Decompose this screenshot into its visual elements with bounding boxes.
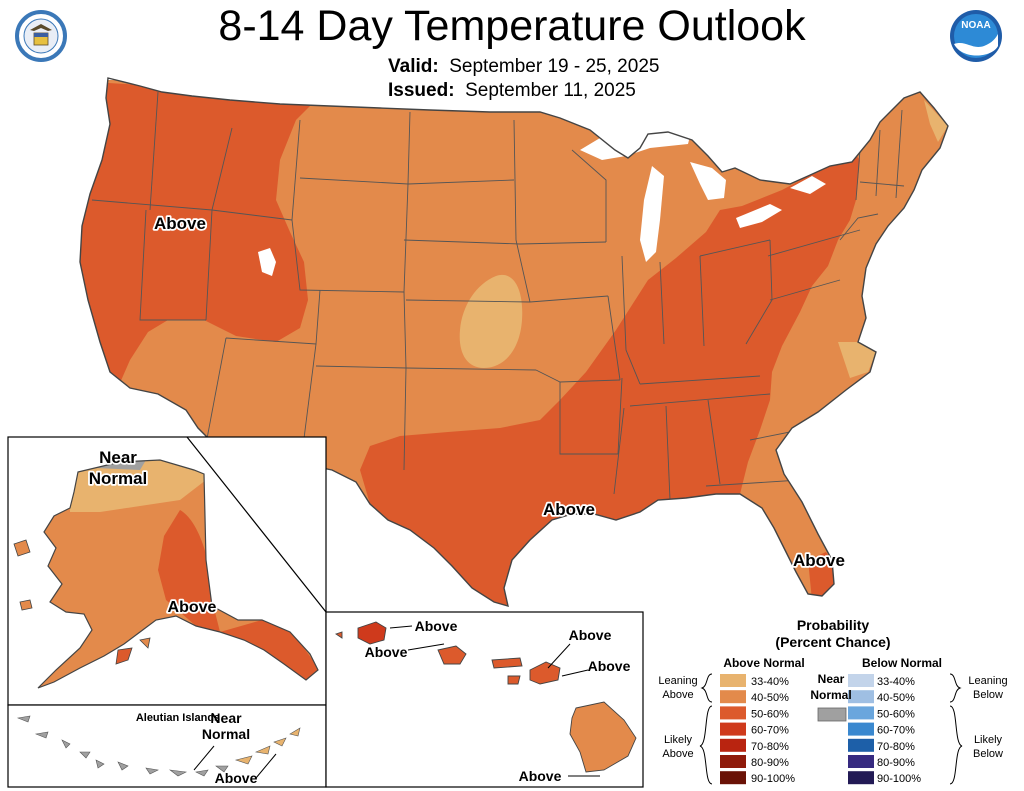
below-swatch-1 bbox=[848, 690, 874, 704]
hawaii-islands bbox=[334, 621, 637, 773]
label-hawaii-maui2-above: Above bbox=[588, 658, 631, 674]
below-swatch-label-6: 90-100% bbox=[877, 773, 921, 785]
below-swatch-0 bbox=[848, 674, 874, 687]
label-alaska-above: Above bbox=[168, 599, 217, 616]
legend-near-line1: Near bbox=[818, 672, 845, 686]
legend-likely-below-1: Likely bbox=[974, 734, 1003, 746]
above-swatch-5 bbox=[720, 755, 746, 768]
label-alaska-normal: Normal bbox=[89, 469, 148, 488]
below-swatch-label-4: 70-80% bbox=[877, 741, 915, 753]
alaska-islands bbox=[13, 539, 151, 665]
legend-near-normal-swatch bbox=[817, 707, 847, 722]
below-swatch-label-5: 80-90% bbox=[877, 757, 915, 769]
legend-title-line2: (Percent Chance) bbox=[775, 634, 890, 650]
below-swatch-label-0: 33-40% bbox=[877, 676, 915, 688]
state-boundaries bbox=[91, 91, 905, 501]
label-aleutian-title: Aleutian Islands bbox=[136, 712, 220, 724]
valid-line: Valid: September 19 - 25, 2025 bbox=[388, 56, 659, 78]
above-swatch-label-1: 40-50% bbox=[751, 692, 789, 704]
legend-likely-above-2: Above bbox=[662, 748, 693, 760]
label-aleutian-normal: Normal bbox=[202, 726, 250, 742]
noaa-logo-icon: NOAA bbox=[950, 10, 1002, 62]
below-swatch-2 bbox=[848, 706, 874, 720]
legend-leaning-above-1: Leaning bbox=[658, 675, 697, 687]
below-swatch-6 bbox=[848, 771, 874, 785]
label-hawaii-maui-above: Above bbox=[569, 627, 612, 643]
above-swatch-label-6: 90-100% bbox=[751, 773, 795, 785]
valid-label: Valid: bbox=[388, 56, 439, 77]
above-swatch-3 bbox=[720, 722, 746, 736]
legend-title-line1: Probability bbox=[797, 617, 870, 633]
label-alaska-near: Near bbox=[99, 448, 137, 467]
legend-likely-above-1: Likely bbox=[664, 734, 693, 746]
above-swatch-label-5: 80-90% bbox=[751, 757, 789, 769]
probability-legend: Probability (Percent Chance) Above Norma… bbox=[658, 617, 1007, 785]
issued-line: Issued: September 11, 2025 bbox=[388, 80, 636, 102]
legend-leaning-above-2: Above bbox=[662, 689, 693, 701]
below-swatch-label-3: 60-70% bbox=[877, 725, 915, 737]
above-swatch-label-0: 33-40% bbox=[751, 676, 789, 688]
label-hawaii-big-above: Above bbox=[519, 768, 562, 784]
below-swatch-5 bbox=[848, 755, 874, 768]
below-swatch-label-1: 40-50% bbox=[877, 692, 915, 704]
above-swatch-label-4: 70-80% bbox=[751, 741, 789, 753]
below-swatch-4 bbox=[848, 738, 874, 752]
above-swatch-6 bbox=[720, 771, 746, 785]
legend-likely-below-2: Below bbox=[973, 748, 1003, 760]
label-aleutian-above: Above bbox=[215, 770, 258, 786]
above-swatch-2 bbox=[720, 706, 746, 720]
aleutian-islands-east bbox=[234, 727, 301, 765]
legend-leaning-below-2: Below bbox=[973, 689, 1003, 701]
above-normal-swatches: 33-40% 40-50% 50-60% 60-70% 70-80% 80-90% 90-1… bbox=[720, 674, 795, 785]
above-swatch-label-3: 60-70% bbox=[751, 725, 789, 737]
label-hawaii-kauai-above: Above bbox=[415, 618, 458, 634]
label-aleutian-near: Near bbox=[210, 710, 242, 726]
legend-leaning-below-1: Leaning bbox=[968, 675, 1007, 687]
below-swatch-3 bbox=[848, 722, 874, 736]
noaa-logo-text: NOAA bbox=[961, 20, 990, 31]
map-title: 8-14 Day Temperature Outlook bbox=[218, 2, 806, 50]
below-swatch-label-2: 50-60% bbox=[877, 708, 915, 720]
label-hawaii-oahu-above: Above bbox=[365, 644, 408, 660]
commerce-seal-icon bbox=[15, 10, 67, 62]
legend-below-header: Below Normal bbox=[862, 656, 942, 670]
above-swatch-4 bbox=[720, 738, 746, 752]
above-swatch-0 bbox=[720, 674, 746, 687]
label-texas-above: Above bbox=[543, 500, 595, 519]
above-swatch-1 bbox=[720, 690, 746, 704]
legend-above-header: Above Normal bbox=[723, 656, 804, 670]
legend-near-line2: Normal bbox=[810, 688, 851, 702]
label-florida-above: Above bbox=[793, 551, 845, 570]
valid-value: September 19 - 25, 2025 bbox=[449, 56, 660, 77]
label-west-above: Above bbox=[154, 214, 206, 233]
below-normal-swatches: 33-40% 40-50% 50-60% 60-70% 70-80% 80-90% 90-1… bbox=[848, 674, 921, 785]
above-swatch-label-2: 50-60% bbox=[751, 708, 789, 720]
issued-value: September 11, 2025 bbox=[465, 80, 636, 101]
issued-label: Issued: bbox=[388, 80, 455, 101]
aleutian-islands-west bbox=[16, 715, 229, 777]
